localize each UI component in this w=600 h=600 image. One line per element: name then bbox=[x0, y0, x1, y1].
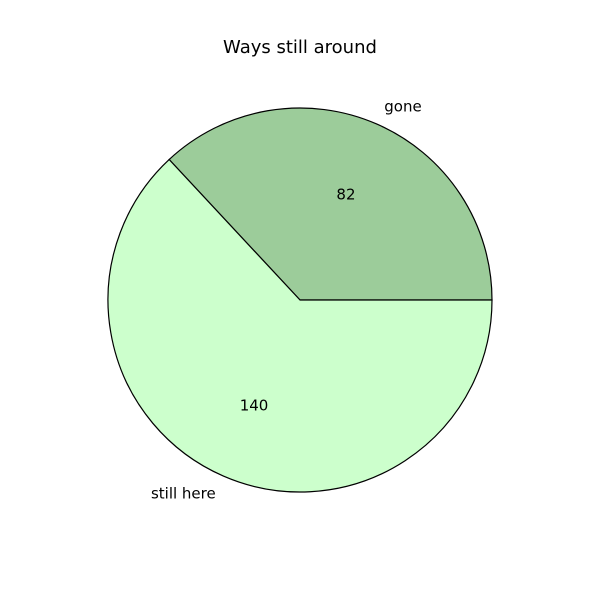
pie-slices bbox=[107, 107, 493, 493]
slice-label-still-here: still here bbox=[151, 485, 216, 503]
slice-label-gone: gone bbox=[384, 97, 421, 115]
pie-slice-gone bbox=[168, 107, 493, 301]
value-label-gone: 82 bbox=[336, 185, 355, 203]
pie-slice-still-here bbox=[107, 158, 493, 493]
chart-title: Ways still around bbox=[223, 37, 377, 58]
pie-labels: gone 82 still here 140 bbox=[151, 97, 422, 502]
value-label-still-here: 140 bbox=[240, 397, 269, 415]
